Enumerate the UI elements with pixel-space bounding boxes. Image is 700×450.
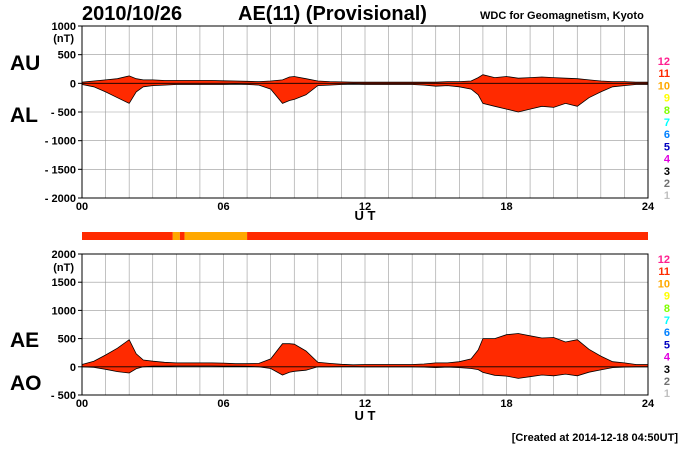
series-line-al — [81, 83, 648, 113]
y-tick-label: 500 — [58, 50, 76, 62]
legend-item: 3 — [664, 166, 670, 178]
y-tick-label: - 1000 — [45, 136, 76, 148]
legend-item: 6 — [664, 129, 670, 141]
legend-item: 9 — [664, 291, 670, 303]
y-tick-label: 500 — [58, 334, 76, 346]
legend-item: 12 — [658, 254, 670, 266]
legend-item: 7 — [664, 315, 670, 327]
x-tick-label: 12 — [359, 398, 371, 410]
legend-item: 1 — [664, 190, 670, 202]
legend-item: 5 — [664, 339, 670, 351]
y-unit-label: (nT) — [53, 262, 74, 274]
area-fill — [82, 74, 648, 112]
legend-item: 10 — [658, 278, 670, 290]
x-tick-label: 12 — [359, 201, 371, 213]
legend-item: 8 — [664, 105, 670, 117]
legend-item: 11 — [658, 266, 670, 278]
station-count-strip — [82, 232, 649, 240]
created-timestamp: [Created at 2014-12-18 04:50UT] — [511, 432, 678, 444]
y-unit-label: (nT) — [53, 33, 74, 45]
series-line-ae — [81, 333, 648, 366]
index-title: AE(11) (Provisional) — [238, 3, 427, 25]
legend-item: 6 — [664, 327, 670, 339]
legend-item: 4 — [664, 352, 671, 364]
x-axis-title: U T — [355, 208, 376, 223]
legend-item: 2 — [664, 178, 670, 190]
x-tick-label: 00 — [76, 398, 88, 410]
x-tick-label: 24 — [642, 398, 655, 410]
source-label: WDC for Geomagnetism, Kyoto — [480, 10, 644, 22]
strip-segment — [184, 232, 248, 240]
x-tick-label: 18 — [500, 201, 512, 213]
legend-item: 12 — [658, 56, 670, 68]
y-tick-label: 1000 — [52, 305, 76, 317]
x-tick-label: 06 — [217, 201, 229, 213]
x-tick-label: 00 — [76, 201, 88, 213]
legend-item: 10 — [658, 80, 670, 92]
x-tick-label: 24 — [642, 201, 655, 213]
series-line-au — [81, 74, 648, 83]
strip-segment — [82, 232, 173, 240]
legend-item: 11 — [658, 68, 670, 80]
legend-item: 2 — [664, 376, 670, 388]
y-tick-label: 1000 — [52, 21, 76, 33]
legend-item: 8 — [664, 303, 670, 315]
y-tick-label: 2000 — [52, 249, 76, 261]
ae-ao-panel: 2000 1500 1000 500 0 - 500 (nT) 00 06 12 18 24 U T — [51, 249, 655, 423]
legend-item: 9 — [664, 93, 670, 105]
au-al-panel: 1000 500 0 - 500 - 1000 - 1500 - 2000 (nT) 00 06 1… — [45, 21, 655, 223]
y-tick-label: 0 — [70, 78, 76, 90]
y-tick-label: - 500 — [51, 107, 76, 119]
legend-item: 1 — [664, 388, 670, 400]
y-tick-label: - 1500 — [45, 164, 76, 176]
date-title: 2010/10/26 — [82, 3, 183, 25]
ae-label: AE — [10, 329, 40, 352]
strip-segment — [247, 232, 649, 240]
legend-item: 7 — [664, 117, 670, 129]
legend-item: 3 — [664, 364, 670, 376]
x-axis-title: U T — [355, 408, 376, 423]
y-tick-label: - 2000 — [45, 193, 76, 205]
strip-segment — [179, 232, 185, 240]
y-tick-label: 1500 — [52, 277, 76, 289]
legend-item: 4 — [664, 154, 671, 166]
ao-label: AO — [10, 372, 42, 395]
legend-item: 5 — [664, 141, 670, 153]
y-tick-label: 0 — [70, 362, 76, 374]
au-label: AU — [10, 52, 41, 75]
x-tick-label: 18 — [500, 398, 512, 410]
x-tick-label: 06 — [217, 398, 229, 410]
y-tick-label: - 500 — [51, 390, 76, 402]
al-label: AL — [10, 104, 38, 127]
strip-segment — [172, 232, 180, 240]
plot-frame — [81, 253, 649, 396]
